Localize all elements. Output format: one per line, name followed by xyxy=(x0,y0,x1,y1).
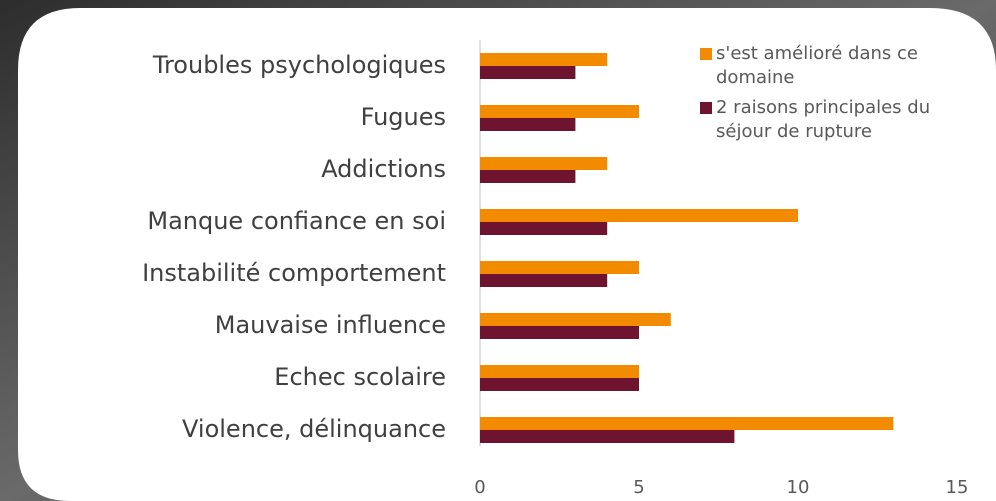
bar xyxy=(480,378,639,391)
legend-swatch xyxy=(700,48,712,60)
category-label: Echec scolaire xyxy=(274,363,446,391)
bar xyxy=(480,417,894,430)
bar xyxy=(480,209,798,222)
category-label: Addictions xyxy=(321,155,446,183)
bar xyxy=(480,326,639,339)
legend: s'est amélioré dans ce domaine 2 raisons … xyxy=(700,42,990,150)
bar xyxy=(480,105,639,118)
bar xyxy=(480,313,671,326)
category-label: Troubles psychologiques xyxy=(152,51,446,79)
category-label: Fugues xyxy=(361,103,446,131)
legend-item: 2 raisons principales du séjour de ruptu… xyxy=(700,96,990,144)
legend-label: 2 raisons principales du séjour de ruptu… xyxy=(716,97,931,142)
bar xyxy=(480,430,735,443)
bar xyxy=(480,261,639,274)
legend-item: s'est amélioré dans ce domaine xyxy=(700,42,990,90)
bar xyxy=(480,53,608,66)
bar xyxy=(480,66,576,79)
bar xyxy=(480,274,608,287)
category-label: Instabilité comportement xyxy=(142,259,446,287)
category-label: Violence, délinquance xyxy=(182,415,446,443)
category-label: Manque confiance en soi xyxy=(147,207,446,235)
bar xyxy=(480,170,576,183)
x-tick-label: 5 xyxy=(633,477,644,498)
x-tick-label: 10 xyxy=(787,477,810,498)
bar xyxy=(480,365,639,378)
category-label: Mauvaise influence xyxy=(215,311,446,339)
panel xyxy=(18,8,996,501)
x-tick-label: 15 xyxy=(946,477,969,498)
bar xyxy=(480,222,608,235)
legend-label: s'est amélioré dans ce domaine xyxy=(716,43,918,88)
x-tick-label: 0 xyxy=(474,477,485,498)
bar xyxy=(480,118,576,131)
bar xyxy=(480,157,608,170)
legend-swatch xyxy=(700,102,712,114)
